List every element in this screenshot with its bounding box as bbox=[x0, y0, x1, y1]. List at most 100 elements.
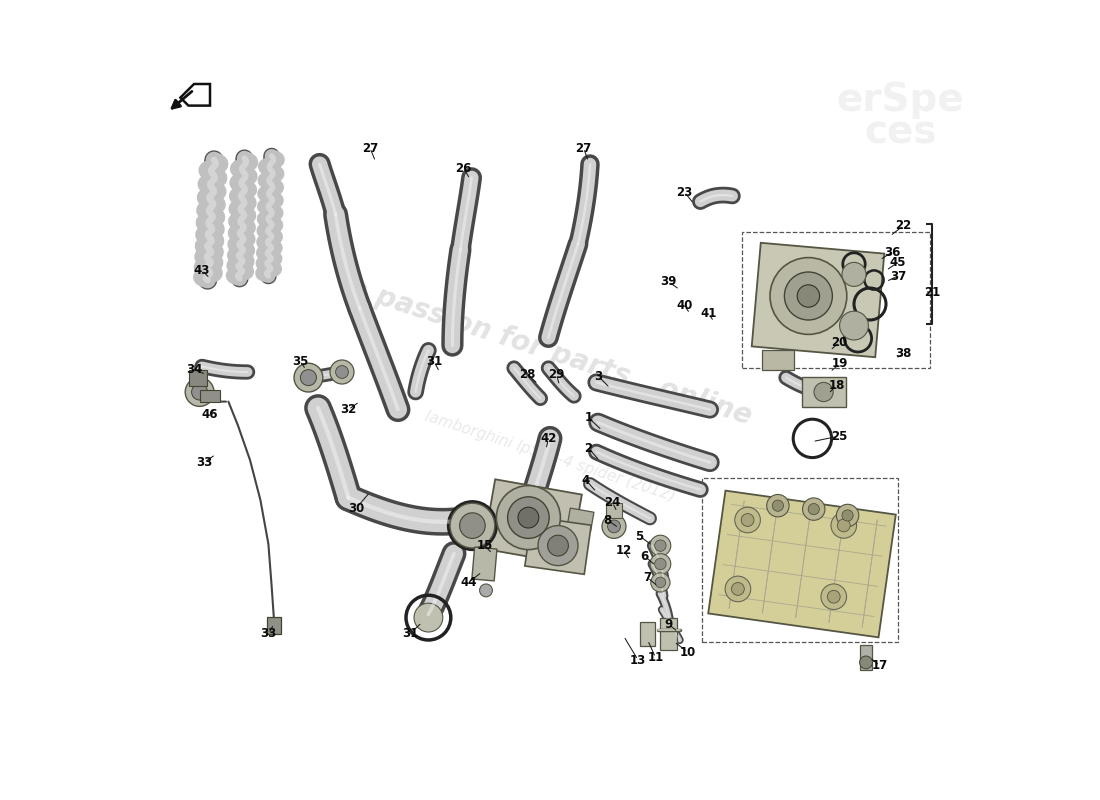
Text: 41: 41 bbox=[701, 307, 716, 320]
Bar bbox=[606, 503, 621, 518]
Bar bbox=[660, 618, 678, 650]
Text: ces: ces bbox=[865, 113, 936, 151]
Bar bbox=[267, 617, 282, 634]
Text: 32: 32 bbox=[340, 403, 356, 416]
Text: 34: 34 bbox=[186, 363, 202, 376]
Bar bbox=[751, 242, 884, 358]
Circle shape bbox=[450, 503, 495, 548]
Text: 27: 27 bbox=[362, 142, 378, 154]
Circle shape bbox=[808, 503, 820, 514]
Text: erSpe: erSpe bbox=[836, 81, 965, 119]
Bar bbox=[802, 377, 846, 407]
Text: 4: 4 bbox=[582, 474, 590, 486]
Circle shape bbox=[803, 498, 825, 520]
Circle shape bbox=[651, 573, 670, 592]
Bar bbox=[708, 490, 895, 638]
Circle shape bbox=[735, 507, 760, 533]
Text: 18: 18 bbox=[828, 379, 845, 392]
Text: 2: 2 bbox=[584, 442, 593, 454]
Circle shape bbox=[725, 576, 750, 602]
Text: 30: 30 bbox=[349, 502, 364, 514]
Polygon shape bbox=[180, 84, 210, 106]
Text: 24: 24 bbox=[604, 496, 620, 509]
Circle shape bbox=[602, 514, 626, 538]
Bar bbox=[640, 622, 654, 646]
Text: 40: 40 bbox=[676, 299, 693, 312]
Text: 39: 39 bbox=[660, 275, 676, 288]
Circle shape bbox=[741, 514, 754, 526]
Circle shape bbox=[770, 258, 847, 334]
Circle shape bbox=[185, 378, 214, 406]
Text: 44: 44 bbox=[460, 576, 476, 589]
Circle shape bbox=[650, 554, 671, 574]
Bar bbox=[189, 370, 207, 386]
Circle shape bbox=[830, 513, 857, 538]
Circle shape bbox=[859, 656, 872, 669]
Text: 37: 37 bbox=[890, 270, 906, 282]
Circle shape bbox=[837, 519, 850, 532]
Circle shape bbox=[772, 500, 783, 511]
Circle shape bbox=[300, 370, 317, 386]
Text: 10: 10 bbox=[680, 646, 695, 658]
Text: 29: 29 bbox=[548, 368, 564, 381]
Circle shape bbox=[294, 363, 322, 392]
Circle shape bbox=[518, 507, 539, 528]
Text: 31: 31 bbox=[426, 355, 442, 368]
Circle shape bbox=[191, 384, 208, 400]
Bar bbox=[472, 547, 497, 581]
Text: 15: 15 bbox=[476, 539, 493, 552]
Circle shape bbox=[842, 510, 854, 521]
Text: 26: 26 bbox=[455, 162, 472, 174]
Text: 3: 3 bbox=[594, 370, 602, 382]
Circle shape bbox=[538, 526, 578, 566]
Circle shape bbox=[814, 382, 833, 402]
Text: 23: 23 bbox=[676, 186, 693, 198]
Circle shape bbox=[767, 494, 789, 517]
Text: 35: 35 bbox=[293, 355, 309, 368]
Circle shape bbox=[839, 311, 868, 340]
Bar bbox=[702, 478, 898, 642]
Text: 27: 27 bbox=[575, 142, 592, 154]
Bar bbox=[566, 508, 594, 532]
Circle shape bbox=[460, 513, 485, 538]
Bar bbox=[200, 390, 220, 402]
Circle shape bbox=[480, 584, 493, 597]
Text: 36: 36 bbox=[884, 246, 901, 258]
Text: 21: 21 bbox=[924, 286, 940, 298]
Circle shape bbox=[650, 535, 671, 556]
Text: 33: 33 bbox=[196, 456, 212, 469]
Text: 22: 22 bbox=[895, 219, 912, 232]
Text: 11: 11 bbox=[648, 651, 663, 664]
Circle shape bbox=[654, 540, 667, 551]
Text: 33: 33 bbox=[261, 627, 276, 640]
Text: 45: 45 bbox=[890, 256, 906, 269]
Bar bbox=[525, 517, 591, 574]
Circle shape bbox=[496, 486, 560, 550]
Circle shape bbox=[330, 360, 354, 384]
Circle shape bbox=[842, 262, 866, 286]
Text: 6: 6 bbox=[640, 550, 649, 562]
Circle shape bbox=[827, 590, 840, 603]
Text: 43: 43 bbox=[194, 264, 210, 277]
Text: lamborghini lp560-4 spider (2012): lamborghini lp560-4 spider (2012) bbox=[424, 408, 676, 504]
Circle shape bbox=[548, 535, 569, 556]
Text: 38: 38 bbox=[895, 347, 912, 360]
Text: 17: 17 bbox=[871, 659, 888, 672]
Text: 12: 12 bbox=[616, 544, 631, 557]
Bar bbox=[860, 645, 871, 670]
Text: 9: 9 bbox=[664, 618, 672, 630]
Circle shape bbox=[336, 366, 349, 378]
Text: 13: 13 bbox=[630, 654, 646, 666]
Text: 28: 28 bbox=[519, 368, 536, 381]
Circle shape bbox=[784, 272, 833, 320]
Text: 42: 42 bbox=[540, 432, 557, 445]
Text: 19: 19 bbox=[832, 358, 848, 370]
Text: 7: 7 bbox=[644, 571, 651, 584]
Text: 46: 46 bbox=[201, 408, 218, 421]
Circle shape bbox=[654, 558, 667, 570]
Circle shape bbox=[414, 603, 443, 632]
Text: 8: 8 bbox=[604, 514, 612, 526]
Bar bbox=[742, 232, 929, 368]
Circle shape bbox=[798, 285, 820, 307]
Circle shape bbox=[732, 582, 745, 595]
